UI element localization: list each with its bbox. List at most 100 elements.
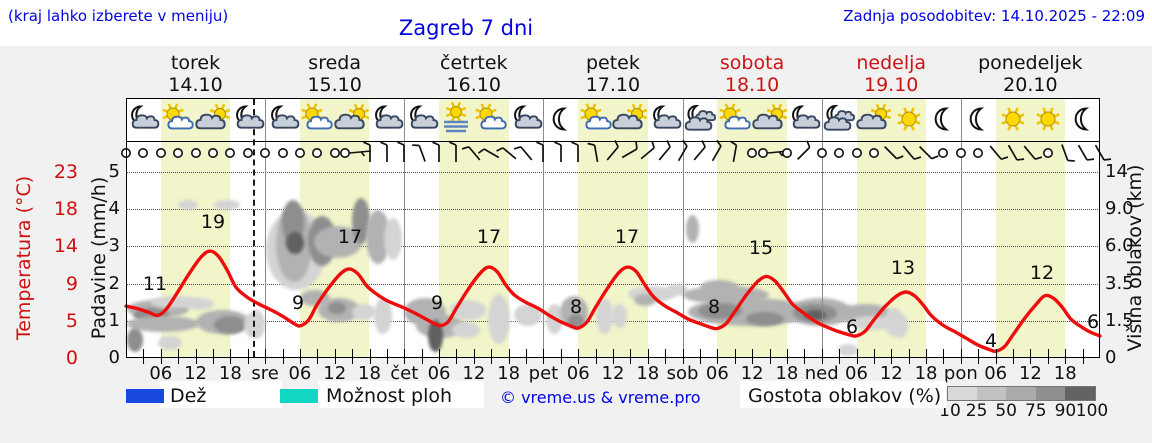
cloud-density-blob: [892, 314, 908, 338]
hour-label: 12: [879, 363, 903, 384]
density-swatch: [1006, 386, 1036, 401]
wind-symbol-barb: [1071, 141, 1095, 165]
hour-label: 12: [323, 363, 347, 384]
hour-label: 06: [984, 363, 1008, 384]
hour-tick: [212, 349, 214, 364]
cloud-density-blob: [186, 298, 214, 310]
cloud-density-blob: [612, 304, 627, 328]
wind-symbol-barb: [566, 141, 590, 165]
wind-symbol-barb: [358, 141, 382, 165]
cloud-density-blob: [746, 312, 784, 326]
weather-icon-cloud-sun: [856, 103, 892, 135]
temp-tick-label: 18: [53, 198, 78, 221]
hour-tick: [891, 349, 893, 364]
weather-icon-fog-sun: [438, 101, 474, 135]
last-update-text: Zadnja posodobitev: 14.10.2025 - 22:09: [843, 7, 1145, 25]
cloud-density-blob: [452, 322, 480, 338]
hour-label: 18: [636, 363, 660, 384]
rain-swatch: [126, 389, 164, 403]
hour-tick: [508, 349, 510, 364]
hour-label: 12: [184, 363, 208, 384]
wind-symbol-barb: [671, 139, 695, 165]
density-tick-label: 90: [1054, 401, 1077, 421]
day-name: sobota: [719, 52, 785, 74]
hour-tick: [926, 349, 928, 364]
wind-symbol-calm: [288, 141, 312, 165]
wind-symbol-barb: [427, 141, 451, 165]
wind-symbol-barb: [879, 141, 904, 165]
temp-tick-label: 9: [65, 272, 78, 295]
hour-tick: [978, 349, 980, 364]
cloud-density-blob: [804, 310, 826, 320]
cloud-density-label: Gostota oblakov (%): [748, 385, 942, 407]
wind-symbol-barb: [618, 141, 642, 165]
cloud-density-blob: [214, 316, 246, 334]
wind-symbol-barb: [531, 141, 555, 165]
cloud-density-blob: [127, 316, 199, 332]
hour-tick: [299, 349, 301, 364]
temperature-axis-title: Temperatura (°C): [13, 175, 35, 341]
density-tick-label: 25: [965, 401, 988, 421]
hour-tick: [821, 349, 823, 364]
day-name: sreda: [308, 52, 361, 74]
wind-symbol-calm: [966, 141, 990, 165]
weather-icon-moon-cloud: [125, 103, 161, 135]
weather-icon-moon-cloud: [265, 103, 301, 135]
hour-tick: [578, 349, 580, 364]
day-name: petek: [585, 52, 640, 74]
wind-symbol-calm: [775, 141, 799, 165]
hour-tick: [178, 349, 180, 364]
temperature-value-label: 17: [337, 226, 363, 248]
precip-axis-title: Padavine (mm/h): [88, 176, 110, 340]
wind-symbol-barb: [584, 141, 608, 165]
temperature-value-label: 13: [890, 257, 916, 279]
wind-symbol-barb: [1053, 141, 1077, 165]
density-tick-label: 75: [1024, 401, 1047, 421]
day-separator-line: [682, 98, 684, 358]
hour-label: 18: [358, 363, 381, 384]
hour-tick: [265, 349, 267, 364]
hour-tick: [943, 349, 945, 364]
cloud-density-blob: [127, 328, 143, 352]
hour-tick: [630, 349, 632, 364]
temperature-value-label: 19: [200, 211, 226, 233]
hour-label: 18: [218, 363, 242, 384]
hour-label: 18: [497, 363, 521, 384]
hour-tick: [143, 349, 145, 364]
temperature-value-label: 12: [1029, 262, 1055, 284]
hour-tick: [908, 349, 910, 364]
hour-label: 12: [740, 363, 764, 384]
cloud-height-tick-label: 6.0: [1105, 235, 1134, 257]
gridline: [126, 283, 1100, 285]
day-date: 17.10: [585, 74, 641, 96]
hour-tick: [160, 349, 162, 364]
wind-symbol-calm: [810, 141, 834, 165]
temperature-value-label: 9: [291, 292, 305, 314]
hour-label: 12: [1018, 363, 1042, 384]
hour-label: 12: [462, 363, 486, 384]
weather-icon-moon: [1065, 103, 1101, 135]
showers-swatch: [280, 389, 318, 403]
weather-icon-moon: [925, 103, 961, 135]
precip-tick-label: 5: [108, 161, 120, 182]
hour-label: 18: [1053, 363, 1077, 384]
icon-strip-divider: [126, 141, 1100, 142]
rain-legend-label: Dež: [170, 385, 207, 407]
day-abbr-label: sre: [251, 363, 279, 384]
wind-symbol-barb: [914, 141, 939, 165]
day-date: 14.10: [168, 74, 223, 96]
cloud-height-tick-label: 1.5: [1105, 309, 1134, 331]
temperature-value-label: 6: [1086, 311, 1100, 333]
hour-tick: [682, 349, 684, 364]
wind-symbol-calm: [253, 141, 277, 165]
weather-icon-sun: [891, 103, 927, 135]
hour-tick: [282, 349, 284, 364]
cloud-density-blob: [384, 218, 402, 260]
cloud-height-axis-title: Višina oblakov (km): [1124, 164, 1146, 352]
density-swatch: [1035, 386, 1066, 401]
wind-symbol-barb: [478, 141, 503, 165]
current-time-line: [253, 99, 255, 357]
cloud-density-blob: [428, 320, 443, 352]
hour-tick: [456, 349, 458, 364]
day-abbr-label: čet: [390, 363, 419, 384]
